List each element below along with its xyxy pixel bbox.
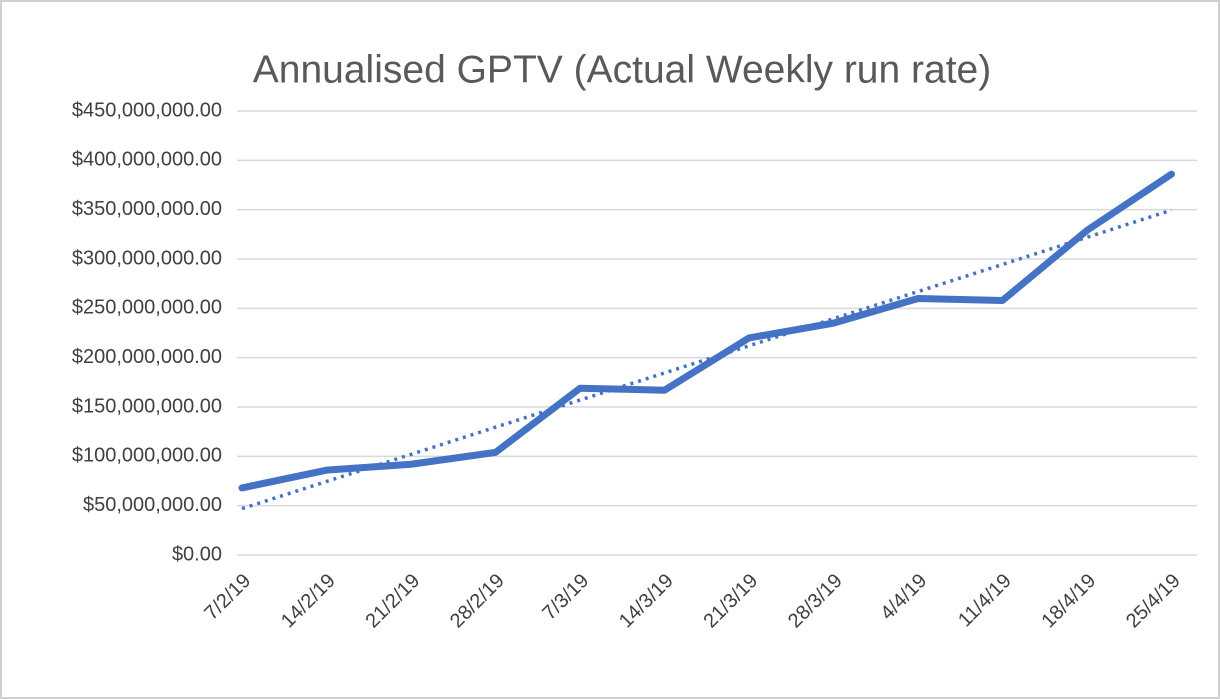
y-tick-label: $400,000,000.00 xyxy=(72,149,222,171)
y-tick-label: $300,000,000.00 xyxy=(72,247,222,269)
y-tick-label: $0.00 xyxy=(172,543,222,565)
y-tick-label: $350,000,000.00 xyxy=(72,198,222,220)
y-tick-label: $100,000,000.00 xyxy=(72,445,222,467)
y-tick-label: $150,000,000.00 xyxy=(72,395,222,417)
y-tick-label: $50,000,000.00 xyxy=(83,494,222,516)
chart-title: Annualised GPTV (Actual Weekly run rate) xyxy=(253,48,991,91)
y-tick-label: $200,000,000.00 xyxy=(72,346,222,368)
data-line xyxy=(238,170,1175,492)
trendline xyxy=(241,208,1173,511)
y-tick-label: $450,000,000.00 xyxy=(72,99,222,121)
y-tick-label: $250,000,000.00 xyxy=(72,297,222,319)
